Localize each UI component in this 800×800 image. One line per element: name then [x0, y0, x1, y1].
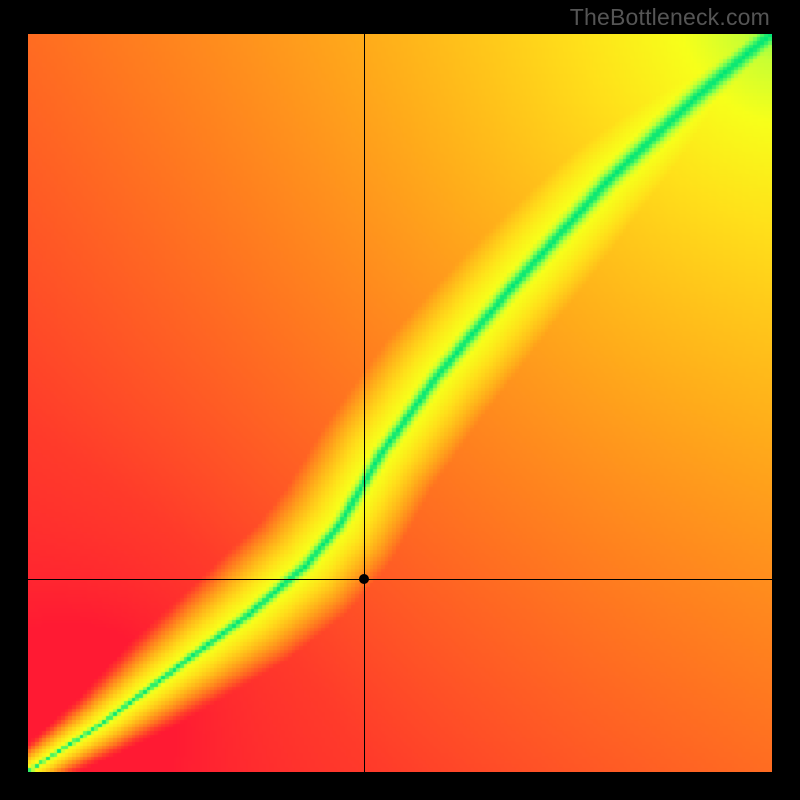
plot-area — [28, 34, 772, 772]
chart-container: TheBottleneck.com — [0, 0, 800, 800]
crosshair-marker — [359, 574, 369, 584]
crosshair-vertical — [364, 34, 365, 772]
crosshair-horizontal — [28, 579, 772, 580]
heatmap-canvas — [28, 34, 772, 772]
watermark-text: TheBottleneck.com — [570, 4, 770, 31]
